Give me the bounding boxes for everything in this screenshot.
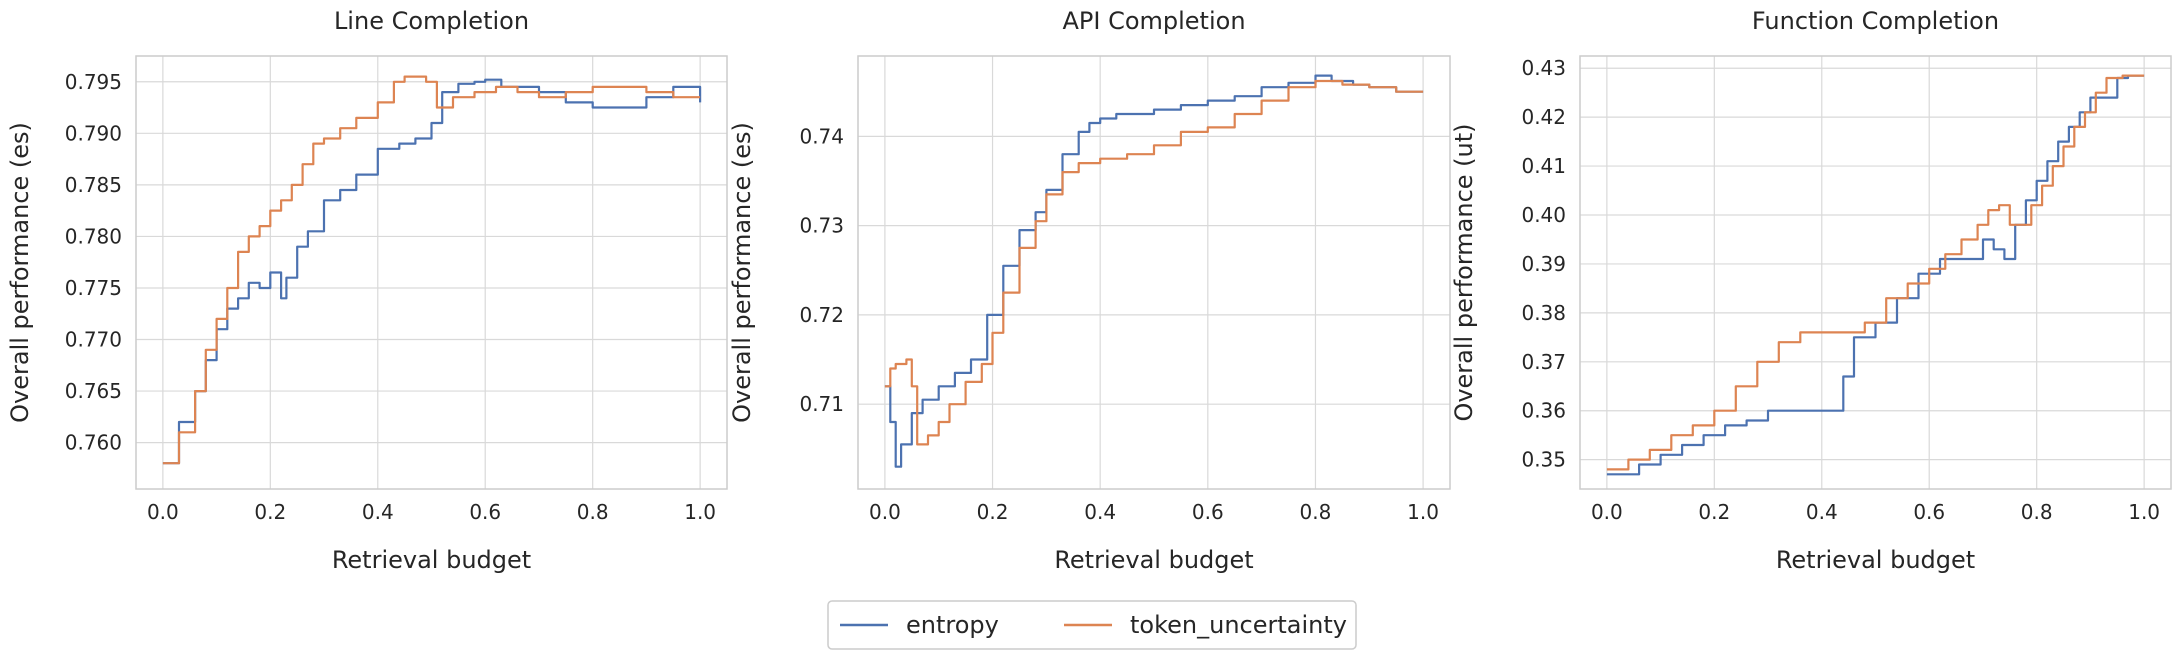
- x-tick-label: 1.0: [2128, 500, 2160, 524]
- y-tick-label: 0.72: [799, 303, 844, 327]
- chart-panel-1: 0.0 0.2 0.4 0.6 0.8 1.0 0.760 0.765 0.770 0.775 0.…: [6, 7, 728, 574]
- y-tick-label: 0.37: [1521, 350, 1566, 374]
- x-axis-label: Retrieval budget: [1054, 546, 1253, 574]
- series-line-token-uncertainty: [884, 79, 1424, 446]
- y-tick-label: 0.39: [1521, 252, 1566, 276]
- y-tick-label: 0.35: [1521, 448, 1566, 472]
- y-tick-label: 0.780: [65, 224, 122, 248]
- y-tick-label: 0.38: [1521, 301, 1566, 325]
- y-tick-label: 0.42: [1521, 105, 1566, 129]
- y-tick-label: 0.71: [799, 392, 844, 416]
- y-tick-label: 0.36: [1521, 399, 1566, 423]
- y-tick-label: 0.74: [799, 124, 844, 148]
- y-tick-label: 0.40: [1521, 203, 1566, 227]
- plot-frame: [135, 55, 728, 490]
- series-line-entropy: [884, 74, 1424, 468]
- x-tick-label: 1.0: [684, 500, 716, 524]
- chart-title: Function Completion: [1752, 7, 1999, 35]
- y-axis-label: Overall performance (ut): [1450, 123, 1478, 421]
- x-tick-label: 0.8: [1300, 500, 1332, 524]
- y-tick-label: 0.785: [65, 173, 122, 197]
- series-line-token-uncertainty: [1606, 74, 2145, 471]
- y-tick-label: 0.775: [65, 276, 122, 300]
- x-tick-label: 0.4: [362, 500, 394, 524]
- x-tick-label: 0.0: [1591, 500, 1623, 524]
- legend-label-token-uncertainty: token_uncertainty: [1130, 611, 1347, 639]
- x-axis-label: Retrieval budget: [332, 546, 531, 574]
- x-tick-label: 0.4: [1084, 500, 1116, 524]
- x-tick-label: 0.2: [254, 500, 286, 524]
- x-tick-label: 0.8: [2021, 500, 2053, 524]
- chart-title: Line Completion: [334, 7, 529, 35]
- chart-panel-3: 0.0 0.2 0.4 0.6 0.8 1.0 0.35 0.36 0.37 0.38 0.39 0.…: [1450, 7, 2172, 574]
- legend: entropy token_uncertainty: [827, 600, 1357, 650]
- x-tick-label: 0.2: [1698, 500, 1730, 524]
- x-tick-label: 0.2: [977, 500, 1009, 524]
- x-tick-label: 0.0: [147, 500, 179, 524]
- series-line-token-uncertainty: [162, 75, 701, 465]
- y-tick-label: 0.41: [1521, 154, 1566, 178]
- y-tick-label: 0.73: [799, 214, 844, 238]
- x-tick-label: 0.6: [469, 500, 501, 524]
- chart-panel-2: 0.0 0.2 0.4 0.6 0.8 1.0 0.71 0.72 0.73 0.74 API Co…: [728, 7, 1451, 574]
- x-tick-label: 1.0: [1407, 500, 1439, 524]
- y-tick-label: 0.765: [65, 379, 122, 403]
- y-tick-label: 0.790: [65, 121, 122, 145]
- series-line-entropy: [162, 78, 702, 465]
- y-tick-label: 0.795: [65, 70, 122, 94]
- x-tick-label: 0.0: [869, 500, 901, 524]
- plot-frame: [1579, 55, 2172, 490]
- y-tick-label: 0.760: [65, 431, 122, 455]
- x-tick-label: 0.8: [577, 500, 609, 524]
- y-tick-label: 0.43: [1521, 56, 1566, 80]
- plot-frame: [857, 55, 1451, 490]
- legend-label-entropy: entropy: [906, 611, 999, 639]
- y-axis-label: Overall performance (es): [728, 122, 756, 423]
- chart-title: API Completion: [1062, 7, 1245, 35]
- y-tick-label: 0.770: [65, 328, 122, 352]
- x-axis-label: Retrieval budget: [1776, 546, 1975, 574]
- y-axis-label: Overall performance (es): [6, 122, 34, 423]
- series-line-entropy: [1606, 74, 2145, 476]
- x-tick-label: 0.6: [1192, 500, 1224, 524]
- x-tick-label: 0.6: [1913, 500, 1945, 524]
- x-tick-label: 0.4: [1806, 500, 1838, 524]
